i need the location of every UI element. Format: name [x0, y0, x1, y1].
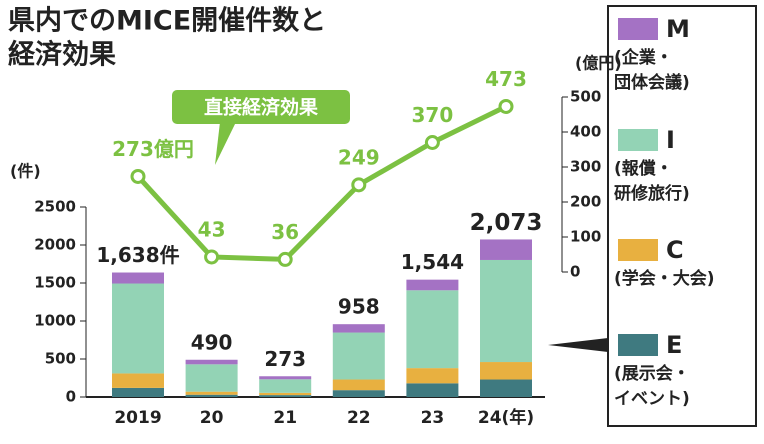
legend-swatch — [618, 239, 658, 261]
line-point — [204, 249, 220, 265]
bar-segment — [480, 259, 532, 363]
total-label: 1,544 — [401, 250, 464, 274]
y-tick-label: 0 — [66, 388, 76, 406]
chart-title: 県内でのMICE開催件数と — [8, 6, 326, 37]
bar-segment — [112, 272, 164, 284]
y-axis-label: (件) — [10, 162, 41, 181]
y2-axis-label: (億円) — [575, 54, 622, 73]
y2-tick-label: 200 — [570, 193, 601, 211]
line-point — [498, 98, 514, 114]
bar-segment — [259, 379, 312, 393]
bar-segment — [480, 379, 532, 397]
bar-segment — [112, 373, 164, 388]
bar-segment — [332, 332, 385, 380]
x-tick-label: 22 — [347, 408, 371, 428]
y2-tick-label: 0 — [570, 263, 580, 281]
x-tick-label: 20 — [200, 408, 224, 428]
legend-description: 研修旅行) — [614, 183, 690, 204]
total-label: 958 — [338, 295, 380, 319]
annotation: 直接経済効果 — [204, 96, 318, 119]
x-tick-label: 24(年) — [478, 407, 534, 428]
line-value-label: 36 — [271, 220, 299, 244]
bar-segment — [112, 387, 164, 397]
legend-description: (学会・大会) — [614, 268, 715, 289]
y-tick-label: 2000 — [34, 236, 76, 254]
line-point — [351, 177, 367, 193]
y-tick-label: 2500 — [34, 198, 76, 216]
x-tick-label: 21 — [273, 408, 297, 428]
total-label: 273 — [264, 347, 306, 371]
bar-segment — [259, 392, 312, 396]
bar-segment — [259, 395, 312, 397]
bar-segment — [185, 364, 238, 392]
bar-segment — [112, 283, 164, 374]
y2-tick-label: 400 — [570, 123, 601, 141]
total-label: 2,073 — [470, 210, 543, 236]
legend-swatch — [618, 334, 658, 356]
legend-pointer — [548, 338, 608, 352]
y-tick-label: 1000 — [34, 312, 76, 330]
legend-label: E — [666, 331, 682, 359]
bar-segment — [185, 391, 238, 395]
bar-segment — [406, 290, 459, 369]
bar-segment — [332, 379, 385, 391]
annotation-box — [172, 90, 350, 124]
line-point — [130, 168, 146, 184]
bar-segment — [332, 324, 385, 333]
line-value-label: 473 — [485, 67, 527, 91]
line-value-label: 370 — [412, 103, 454, 127]
legend-description: イベント) — [614, 389, 690, 409]
y-tick-label: 500 — [45, 350, 76, 368]
bar-segment — [480, 239, 532, 260]
bar-segment — [259, 376, 312, 380]
total-label: 1,638件 — [96, 243, 179, 267]
legend-swatch — [618, 129, 658, 151]
line-point — [424, 135, 440, 150]
legend-description: (展示会・ — [614, 363, 690, 384]
annotation-pointer — [215, 122, 236, 165]
line — [136, 104, 508, 262]
line-value-label: 273億円 — [112, 137, 194, 161]
legend-label: C — [666, 236, 684, 264]
legend-description: (企業・ — [614, 47, 673, 68]
y2-tick-label: 100 — [570, 228, 601, 246]
x-tick-label: 23 — [421, 408, 445, 428]
legend-swatch — [618, 18, 658, 40]
legend-label: M — [666, 15, 690, 43]
bar-segment — [406, 383, 459, 397]
line-point — [277, 251, 293, 267]
y-tick-label: 1500 — [34, 274, 76, 292]
chart-title: 経済効果 — [8, 39, 116, 71]
bar-segment — [185, 394, 238, 397]
bar-segment — [406, 368, 459, 384]
y2-tick-label: 500 — [570, 88, 601, 106]
y2-tick-label: 300 — [570, 158, 601, 176]
legend-label: I — [666, 126, 675, 154]
legend-box — [607, 5, 757, 427]
line-value-label: 249 — [338, 145, 380, 169]
line-value-label: 43 — [198, 217, 226, 241]
legend-description: (報償・ — [614, 158, 673, 179]
bar-segment — [406, 279, 459, 291]
total-label: 490 — [191, 330, 233, 354]
legend-description: 団体会議) — [614, 72, 690, 93]
bar-segment — [332, 390, 385, 397]
bar-segment — [480, 362, 532, 380]
x-tick-label: 2019 — [114, 408, 161, 428]
bar-segment — [185, 359, 238, 365]
